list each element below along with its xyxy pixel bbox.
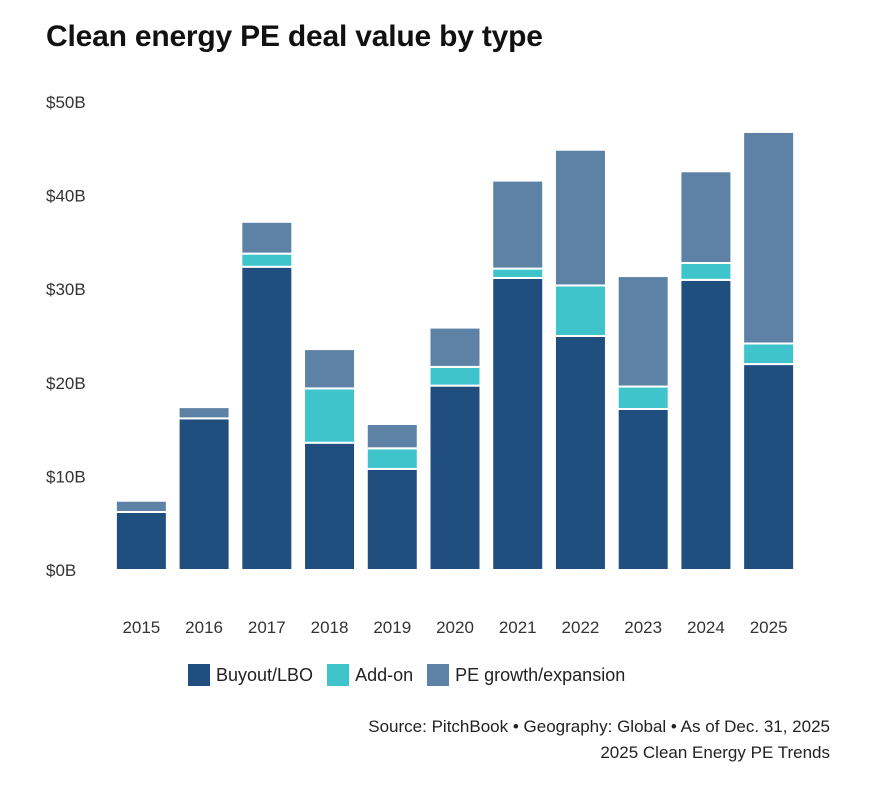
bar-segment-buyout-2023: [616, 408, 670, 571]
bar-segment-add-on-2025: [742, 342, 796, 366]
x-tick-label: 2019: [373, 618, 411, 637]
x-tick-label: 2021: [499, 618, 537, 637]
legend: Buyout/LBO Add-on PE growth/expansion: [188, 664, 639, 686]
y-tick-label: $50B: [46, 93, 86, 112]
bar-segment-buyout-2016: [177, 417, 231, 572]
chart-title: Clean energy PE deal value by type: [46, 20, 543, 53]
legend-item-pe-growth: PE growth/expansion: [427, 664, 625, 686]
bar-segment-add-on-2020: [428, 365, 482, 387]
x-tick-label: 2018: [311, 618, 349, 637]
bar-segment-pe-growth-2015: [114, 499, 168, 513]
bar-segment-add-on-2023: [616, 385, 670, 411]
legend-label-buyout: Buyout/LBO: [216, 664, 314, 685]
bar-segment-pe-growth-2025: [742, 130, 796, 345]
source-note: Source: PitchBook • Geography: Global • …: [368, 714, 830, 766]
source-text: Source: PitchBook • Geography: Global • …: [368, 717, 830, 736]
x-tick-label: 2017: [248, 618, 286, 637]
bar-segment-pe-growth-2021: [491, 179, 545, 270]
bar-segment-buyout-2021: [491, 276, 545, 571]
bar-segment-pe-growth-2018: [303, 348, 357, 390]
bar-segment-add-on-2021: [491, 267, 545, 279]
x-tick-label: 2022: [562, 618, 600, 637]
bar-segment-pe-growth-2024: [679, 170, 733, 264]
bar-segment-pe-growth-2020: [428, 326, 482, 368]
x-tick-label: 2025: [750, 618, 788, 637]
bar-segment-pe-growth-2017: [240, 220, 294, 255]
y-axis: $0B $10B $20B $30B $40B $50B: [46, 93, 86, 580]
x-tick-label: 2024: [687, 618, 725, 637]
x-tick-label: 2015: [122, 618, 160, 637]
legend-swatch-add-on: [327, 664, 350, 686]
bar-segment-buyout-2024: [679, 278, 733, 571]
bar-segment-buyout-2022: [553, 335, 607, 571]
x-tick-label: 2020: [436, 618, 474, 637]
legend-item-add-on: Add-on: [327, 664, 413, 686]
bar-segment-buyout-2018: [303, 441, 357, 572]
y-tick-label: $20B: [46, 374, 86, 393]
x-axis: 2015 2016 2017 2018 2019 2020 2021 2022 2023 2024…: [122, 618, 787, 637]
bar-segment-buyout-2025: [742, 363, 796, 571]
bar-segment-pe-growth-2016: [177, 406, 231, 420]
legend-label-add-on: Add-on: [355, 664, 414, 685]
bar-segment-buyout-2019: [365, 467, 419, 571]
bar-segment-buyout-2017: [240, 265, 294, 571]
bar-segment-pe-growth-2019: [365, 422, 419, 450]
bar-segment-add-on-2022: [553, 284, 607, 337]
bar-segment-buyout-2015: [114, 510, 168, 571]
x-tick-label: 2016: [185, 618, 223, 637]
bar-segment-add-on-2017: [240, 252, 294, 268]
legend-swatch-pe-growth: [427, 664, 450, 686]
bar-segment-pe-growth-2022: [553, 148, 607, 287]
y-tick-label: $10B: [46, 467, 86, 486]
bar-segment-add-on-2018: [303, 387, 357, 444]
legend-swatch-buyout: [188, 664, 210, 686]
stacked-bar-chart: $0B $10B $20B $30B $40B $50B 2015 2016 2017 2018…: [46, 93, 796, 637]
bar-segment-buyout-2020: [428, 384, 482, 571]
y-tick-label: $40B: [46, 187, 86, 206]
legend-item-buyout: Buyout/LBO: [188, 664, 313, 686]
y-tick-label: $0B: [46, 561, 76, 580]
bars-group: [114, 130, 796, 572]
report-name: 2025 Clean Energy PE Trends: [600, 743, 830, 762]
bar-segment-pe-growth-2023: [616, 275, 670, 388]
x-tick-label: 2023: [624, 618, 662, 637]
y-tick-label: $30B: [46, 280, 86, 299]
bar-segment-add-on-2019: [365, 447, 419, 470]
legend-label-pe-growth: PE growth/expansion: [455, 664, 626, 685]
bar-segment-add-on-2024: [679, 261, 733, 281]
